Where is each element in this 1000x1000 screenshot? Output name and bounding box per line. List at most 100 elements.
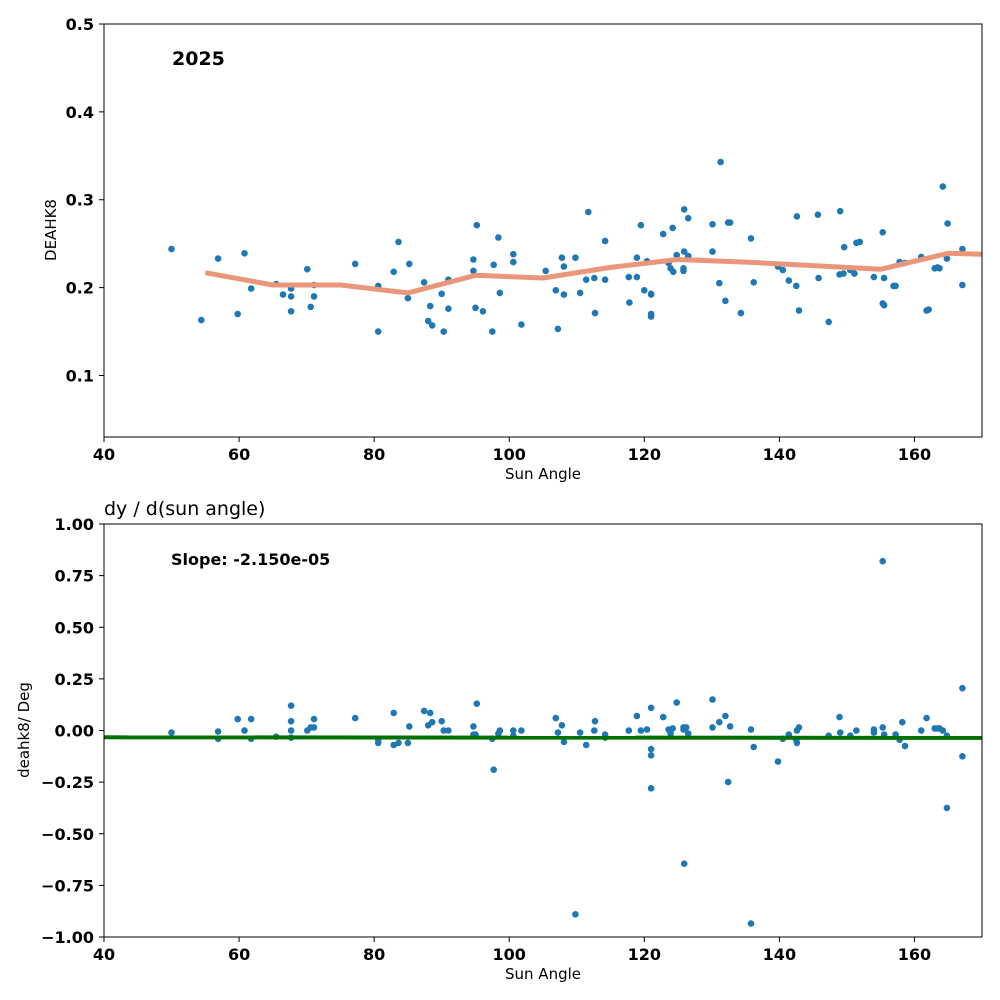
data-point [750, 743, 757, 751]
data-point [440, 328, 448, 335]
upper-panel: 2025 Sun Angle DEAHK8 40 60 80 100 120 140 160… [42, 15, 983, 483]
data-point [420, 279, 428, 286]
data-point [959, 281, 966, 289]
data-point [490, 766, 498, 773]
data-point [390, 268, 398, 276]
data-point [406, 260, 413, 268]
plot-frame [103, 23, 983, 438]
data-point [558, 722, 566, 729]
data-point [287, 308, 295, 315]
data-point [247, 285, 255, 292]
data-point [576, 289, 584, 297]
data-point [351, 714, 359, 722]
data-point [680, 267, 687, 275]
data-point [793, 739, 801, 747]
data-point [287, 702, 295, 709]
data-point [420, 707, 428, 715]
data-point [680, 860, 688, 867]
data-point [959, 684, 966, 692]
x-tick-label: 100 [493, 445, 526, 464]
data-point [722, 712, 729, 720]
data-point [684, 730, 692, 737]
data-point [633, 254, 641, 261]
data-point [647, 313, 655, 320]
data-point [510, 250, 517, 258]
data-point [840, 243, 848, 251]
x-tick-label: 140 [763, 445, 796, 464]
data-point [737, 309, 745, 317]
fit-line [103, 735, 983, 740]
data-point [572, 911, 579, 918]
x-tick-label: 100 [493, 945, 526, 964]
data-point [428, 718, 436, 726]
data-point [470, 267, 477, 275]
data-point [591, 727, 598, 734]
x-tick-label: 80 [363, 945, 385, 964]
data-point [673, 699, 680, 706]
data-point [426, 302, 434, 310]
data-point [667, 730, 674, 737]
data-point [395, 238, 402, 246]
x-tick-label: 60 [228, 445, 250, 464]
data-point [395, 739, 402, 747]
x-tick-label: 60 [228, 945, 250, 964]
data-point [287, 293, 295, 300]
data-point [496, 727, 504, 734]
data-point [582, 276, 590, 284]
data-point [637, 727, 645, 734]
data-point [625, 273, 633, 281]
data-point [214, 728, 222, 735]
y-tick-label: 0.00 [55, 722, 94, 741]
data-point [774, 758, 782, 765]
data-point [879, 229, 886, 236]
data-point [659, 713, 667, 721]
y-tick-label: 0.1 [66, 366, 94, 385]
x-tick-label: 140 [763, 945, 796, 964]
data-point [404, 294, 412, 302]
data-point [310, 715, 318, 723]
data-point [490, 261, 498, 269]
y-tick-label: 0.25 [55, 670, 94, 689]
data-point [626, 299, 633, 306]
data-point [424, 317, 432, 325]
y-tick-label: −1.00 [41, 928, 94, 947]
data-point [785, 277, 793, 284]
data-point [815, 274, 822, 282]
data-point [870, 726, 878, 733]
data-point [438, 717, 446, 725]
data-point [428, 322, 436, 329]
data-point [214, 255, 222, 262]
x-axis-label: Sun Angle [505, 465, 581, 483]
data-point [470, 723, 477, 730]
y-tick-label: −0.25 [41, 773, 94, 792]
data-point [168, 729, 175, 736]
y-tick-label: 0.75 [55, 567, 94, 586]
data-point [241, 727, 248, 734]
data-point [601, 276, 609, 284]
data-point [899, 718, 906, 726]
data-point [307, 303, 315, 311]
data-point [489, 328, 496, 335]
data-point [473, 221, 481, 229]
data-point [576, 729, 584, 736]
trend-line [204, 250, 983, 296]
data-point [923, 714, 930, 722]
data-point [892, 282, 899, 290]
data-point [669, 725, 676, 732]
data-point [591, 309, 599, 317]
data-point [879, 724, 886, 731]
data-point [659, 230, 667, 238]
data-point [795, 307, 803, 314]
data-point [709, 724, 716, 731]
data-point [717, 158, 724, 166]
data-point [870, 273, 878, 281]
data-point [825, 318, 832, 326]
y-tick-label: 0.4 [66, 103, 94, 122]
data-point [234, 310, 241, 318]
data-point [779, 266, 787, 274]
data-point [591, 717, 599, 725]
data-point [856, 238, 864, 246]
data-point [310, 293, 318, 300]
data-point [518, 321, 525, 328]
